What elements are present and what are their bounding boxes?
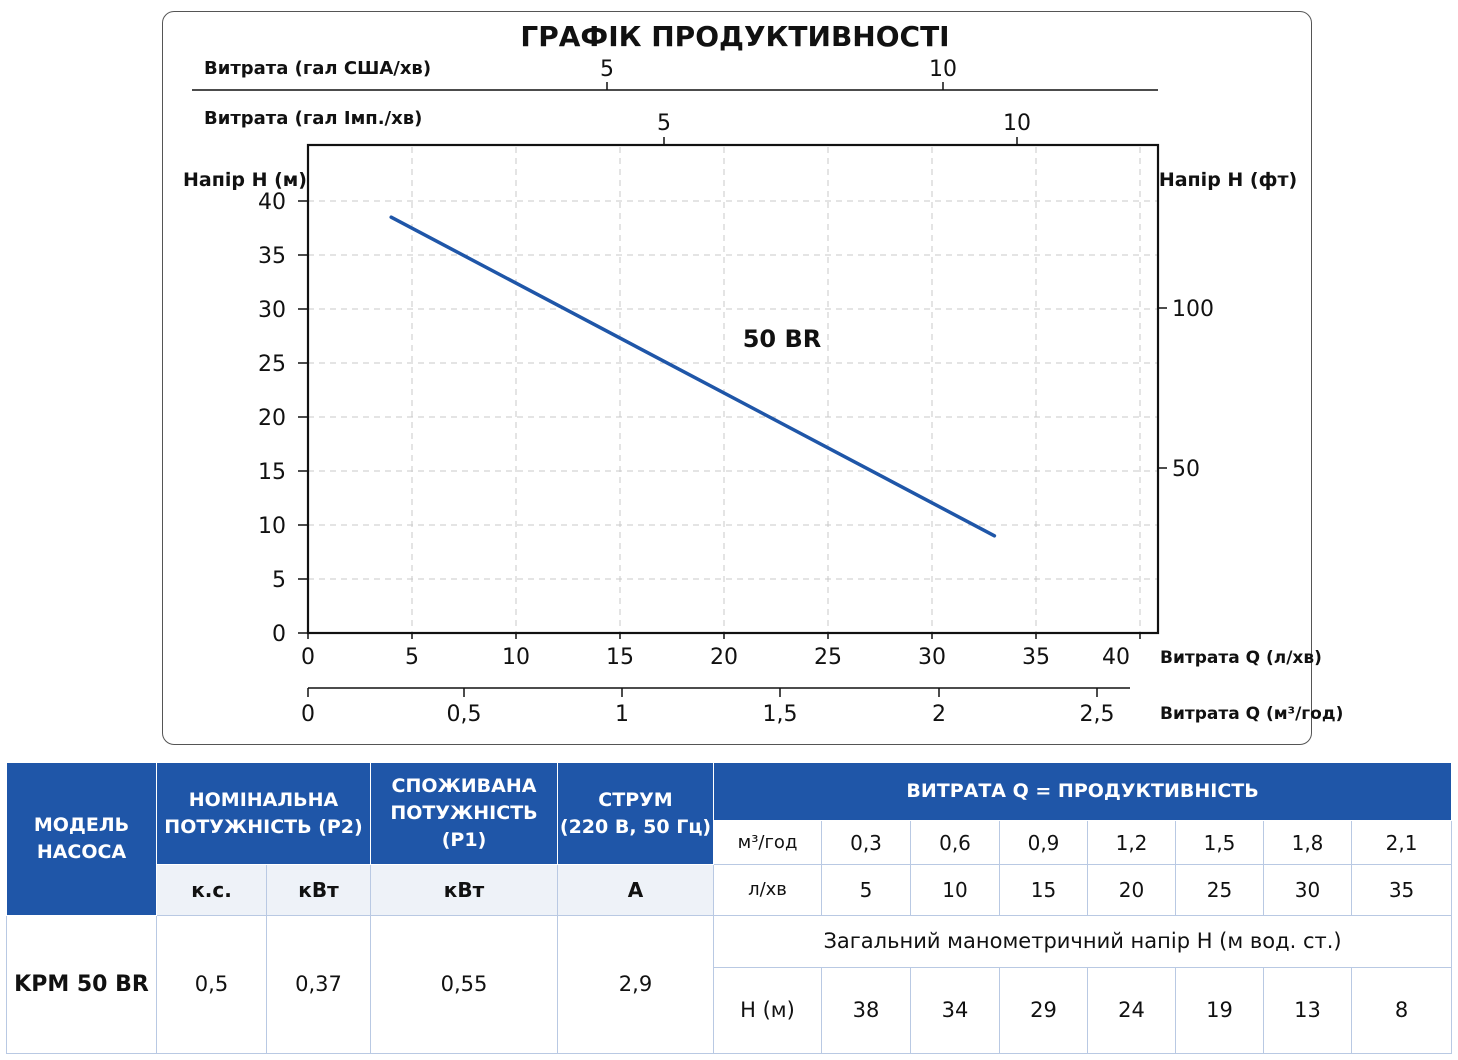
header-current: СТРУМ (220 В, 50 Гц): [557, 761, 714, 866]
y-tick-label: 20: [258, 406, 286, 431]
x-tick-label: 20: [710, 645, 738, 670]
unit-amp: А: [557, 864, 714, 916]
p1-kw-value: 0,55: [370, 914, 558, 1054]
x-tick-label: 10: [502, 645, 530, 670]
m3-value: 1,8: [1263, 820, 1352, 866]
us-tick-label: 5: [600, 57, 614, 82]
header-p2-line2: ПОТУЖНІСТЬ (P2): [164, 815, 363, 838]
m3-value: 1,5: [1175, 820, 1264, 866]
plot-area: [306, 143, 1160, 635]
lmin-value: 5: [821, 864, 911, 916]
header-model-line1: МОДЕЛЬ: [33, 813, 130, 836]
y-tick-label: 40: [258, 190, 286, 215]
lmin-value: 20: [1087, 864, 1176, 916]
right-tick-label: 50: [1172, 457, 1200, 482]
us-tick-label: 10: [929, 57, 957, 82]
header-p2: НОМІНАЛЬНА ПОТУЖНІСТЬ (P2): [156, 761, 371, 866]
m3-label: м³/год: [713, 820, 822, 866]
y-tick-label: 30: [258, 298, 286, 323]
h-value: 13: [1263, 966, 1352, 1055]
series-label: 50 BR: [743, 325, 822, 353]
imp-tick-label: 5: [657, 111, 671, 136]
m3-value: 1,2: [1087, 820, 1176, 866]
y-tick-label: 0: [272, 622, 286, 647]
header-model: МОДЕЛЬ НАСОСА: [6, 762, 157, 916]
right-tick-label: 100: [1172, 297, 1214, 322]
lmin-value: 15: [999, 864, 1088, 916]
x-tick-label: 40: [1102, 645, 1130, 670]
spec-table: МОДЕЛЬ НАСОСА НОМІНАЛЬНА ПОТУЖНІСТЬ (P2)…: [6, 761, 1453, 1055]
x-tick-label: 5: [405, 645, 419, 670]
p2-kw-value: 0,37: [266, 914, 371, 1054]
imp-tick-label: 10: [1003, 111, 1031, 136]
chart-frame: [162, 11, 1312, 745]
h-label: Н (м): [713, 966, 822, 1055]
x-tick-label: 25: [814, 645, 842, 670]
unit-kw: кВт: [266, 864, 371, 916]
y-tick-label: 15: [258, 460, 286, 485]
h-value: 8: [1350, 966, 1453, 1055]
hp-value: 0,5: [156, 914, 267, 1054]
m3-tick-label: 1,5: [763, 702, 798, 727]
x-tick-label: 0: [301, 645, 315, 670]
header-flow: ВИТРАТА Q = ПРОДУКТИВНІСТЬ: [712, 761, 1453, 822]
m3-value: 0,6: [910, 820, 1000, 866]
header-p1-line1: СПОЖИВАНА: [391, 775, 537, 798]
us-axis-label: Витрата (гал США/хв): [204, 58, 431, 79]
h-value: 34: [910, 966, 1000, 1055]
y-tick-label: 5: [272, 568, 286, 593]
lmin-value: 30: [1263, 864, 1352, 916]
imp-axis-label: Витрата (гал Імп./хв): [204, 108, 422, 129]
m3-value: 0,9: [999, 820, 1088, 866]
lmin-value: 10: [910, 864, 1000, 916]
unit-hp: к.с.: [156, 864, 267, 916]
y-tick-label: 25: [258, 352, 286, 377]
m3-tick-label: 2,5: [1080, 702, 1115, 727]
x-tick-label: 30: [918, 645, 946, 670]
header-p1-line2: ПОТУЖНІСТЬ (P1): [390, 802, 538, 852]
lmin-label: л/хв: [713, 864, 822, 916]
current-value: 2,9: [557, 914, 714, 1054]
header-p2-line1: НОМІНАЛЬНА: [188, 788, 339, 811]
head-caption: Загальний манометричний напір Н (м вод. …: [712, 914, 1453, 968]
m3-value: 2,1: [1350, 820, 1453, 866]
series-line-50br: [389, 215, 997, 538]
h-value: 19: [1175, 966, 1264, 1055]
h-value: 29: [999, 966, 1088, 1055]
lmin-value: 35: [1350, 864, 1453, 916]
m3-tick-label: 0,5: [447, 702, 482, 727]
header-current-line1: СТРУМ: [598, 788, 673, 811]
unit-kw-p1: кВт: [370, 864, 558, 916]
header-current-line2: (220 В, 50 Гц): [559, 815, 712, 838]
lmin-value: 25: [1175, 864, 1264, 916]
x-axis-label: Витрата Q (л/хв): [1160, 648, 1322, 668]
header-model-line2: НАСОСА: [36, 840, 127, 863]
m3-tick-label: 1: [615, 702, 629, 727]
m3-tick-label: 0: [301, 702, 315, 727]
header-p1: СПОЖИВАНА ПОТУЖНІСТЬ (P1): [370, 761, 558, 866]
h-value: 38: [821, 966, 911, 1055]
m3-tick-label: 2: [932, 702, 946, 727]
chart-title: ГРАФІК ПРОДУКТИВНОСТІ: [520, 20, 949, 53]
y-tick-label: 35: [258, 244, 286, 269]
m3-axis-label: Витрата Q (м³/год): [1160, 704, 1343, 724]
right-axis-label: Напір H (фт): [1159, 169, 1297, 191]
h-value: 24: [1087, 966, 1176, 1055]
y-tick-label: 10: [258, 514, 286, 539]
x-tick-label: 35: [1022, 645, 1050, 670]
model-name: KPM 50 BR: [6, 914, 157, 1054]
x-tick-label: 15: [606, 645, 634, 670]
y-axis-label: Напір H (м): [183, 169, 307, 191]
m3-value: 0,3: [821, 820, 911, 866]
